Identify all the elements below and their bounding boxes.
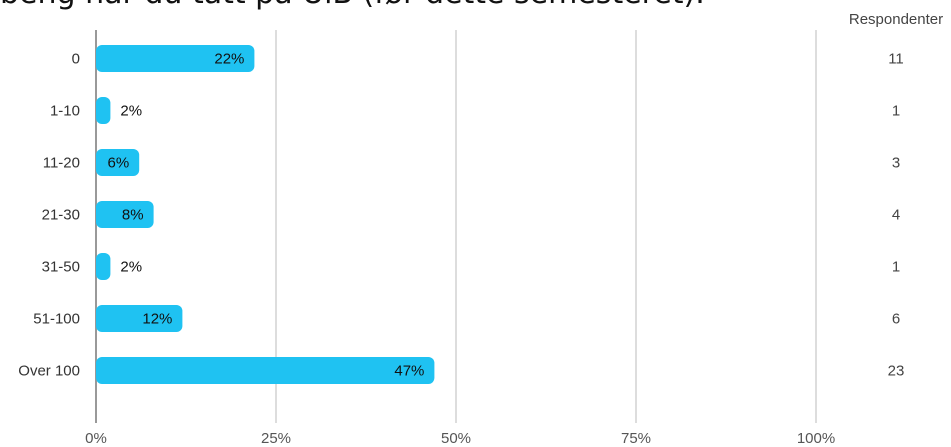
x-tick-label: 100% xyxy=(797,430,835,447)
category-label: 1-10 xyxy=(50,103,80,120)
bar xyxy=(96,149,140,176)
x-tick-label: 25% xyxy=(261,430,291,447)
respondents-count: 23 xyxy=(888,363,905,380)
x-tick-label: 50% xyxy=(441,430,471,447)
respondents-count: 11 xyxy=(888,51,904,68)
x-tick-label: 0% xyxy=(85,430,107,447)
respondents-count: 6 xyxy=(892,311,900,328)
bar-value-label: 6% xyxy=(108,155,130,172)
bar xyxy=(96,253,111,280)
bar-value-label: 22% xyxy=(214,51,244,68)
bar-value-label: 47% xyxy=(394,363,424,380)
bar-value-label: 12% xyxy=(142,311,172,328)
category-label: 31-50 xyxy=(42,259,80,276)
respondents-count: 1 xyxy=(892,259,900,276)
respondents-count: 4 xyxy=(892,207,900,224)
bar xyxy=(96,201,154,228)
bar-value-label: 2% xyxy=(120,259,142,276)
category-label: 51-100 xyxy=(33,311,80,328)
category-label: 0 xyxy=(72,51,80,68)
respondents-header: Respondenter xyxy=(849,11,943,28)
bar xyxy=(96,305,183,332)
bar xyxy=(96,45,255,72)
bar xyxy=(96,97,111,124)
chart-title: beng når du tatt på UiB (før dette semes… xyxy=(0,0,705,11)
respondents-count: 3 xyxy=(892,155,900,172)
x-tick-label: 75% xyxy=(621,430,651,447)
bar-value-label: 2% xyxy=(120,103,142,120)
bar-value-label: 8% xyxy=(122,207,144,224)
category-label: 21-30 xyxy=(42,207,80,224)
bar xyxy=(96,357,435,384)
category-label: Over 100 xyxy=(18,363,80,380)
respondents-count: 1 xyxy=(892,103,900,120)
category-label: 11-20 xyxy=(43,155,80,172)
